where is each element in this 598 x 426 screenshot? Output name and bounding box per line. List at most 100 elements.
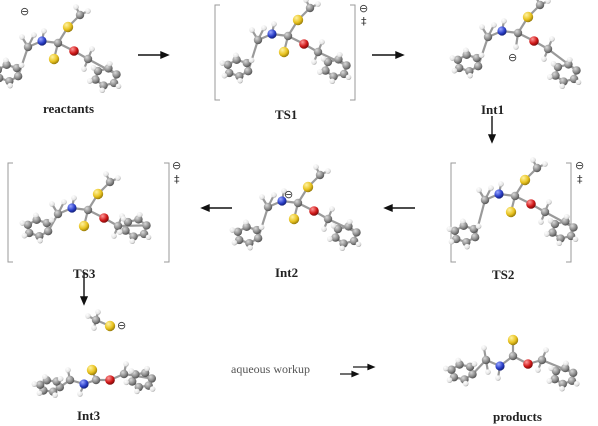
sulfur-atom xyxy=(278,46,290,58)
hydrogen-atom xyxy=(320,55,327,62)
bond xyxy=(544,211,575,229)
ts2-dagger-symbol: ‡ xyxy=(577,173,583,186)
label-ts1: TS1 xyxy=(275,107,298,122)
sulfur-atom xyxy=(288,213,300,225)
hydrogen-atom xyxy=(542,161,548,167)
carbon-atom xyxy=(0,73,4,83)
label-int3: Int3 xyxy=(77,408,101,423)
carbon-atom xyxy=(23,220,33,229)
hydrogen-atom xyxy=(259,194,265,200)
hydrogen-atom xyxy=(563,213,570,220)
hydrogen-atom xyxy=(31,381,38,387)
oxygen-atom xyxy=(309,206,319,216)
hydrogen-atom xyxy=(144,365,150,372)
hydrogen-atom xyxy=(319,39,325,45)
hydrogen-atom xyxy=(464,243,470,250)
carbon-atom xyxy=(550,374,559,384)
carbon-atom xyxy=(510,191,520,201)
arrow-workup-forward xyxy=(353,363,376,371)
sulfur-atom xyxy=(519,174,531,186)
carbon-atom xyxy=(142,221,151,230)
hydrogen-atom xyxy=(451,67,458,74)
bond xyxy=(317,51,347,67)
arrow-ts1-to-int1 xyxy=(372,50,405,60)
nitrogen-atom xyxy=(494,189,504,199)
hydrogen-atom xyxy=(81,66,87,72)
hydrogen-atom xyxy=(495,375,501,381)
hydrogen-atom xyxy=(481,345,487,351)
molecule-int2 xyxy=(229,164,362,252)
hydrogen-atom xyxy=(37,237,43,244)
hydrogen-atom xyxy=(559,385,565,392)
hydrogen-atom xyxy=(545,0,551,4)
hydrogen-atom xyxy=(449,55,456,61)
molecule-products xyxy=(442,334,580,392)
hydrogen-atom xyxy=(336,51,343,58)
label-aqueous-workup: aqueous workup xyxy=(231,362,310,376)
hydrogen-atom xyxy=(446,226,453,232)
hydrogen-atom xyxy=(471,361,478,367)
int1-charge-symbol: ⊖ xyxy=(508,51,518,64)
arrow-ts2-to-int2 xyxy=(383,203,415,213)
carbon-atom xyxy=(121,226,130,235)
nitrogen-atom xyxy=(79,379,89,389)
hydrogen-atom xyxy=(549,36,555,42)
molecule-int3 xyxy=(31,361,157,398)
molecule-ts1 xyxy=(219,0,352,85)
hydrogen-atom xyxy=(19,220,26,226)
hydrogen-atom xyxy=(442,365,449,372)
hydrogen-atom xyxy=(575,79,582,86)
hydrogen-atom xyxy=(149,386,156,392)
leaving-group-charge-symbol: ⊖ xyxy=(117,319,127,332)
arrow-workup-back xyxy=(340,370,360,378)
carbon-atom xyxy=(569,368,578,378)
hydrogen-atom xyxy=(543,231,550,237)
sulfur-atom xyxy=(292,14,304,26)
carbon-atom xyxy=(91,375,101,385)
label-int1: Int1 xyxy=(481,102,505,117)
hydrogen-atom xyxy=(115,83,122,90)
carbon-atom xyxy=(543,44,553,54)
partial-bond xyxy=(87,193,99,211)
hydrogen-atom xyxy=(556,240,563,247)
hydrogen-atom xyxy=(73,4,79,10)
hydrogen-atom xyxy=(116,229,123,235)
hydrogen-atom xyxy=(546,74,553,80)
hydrogen-atom xyxy=(313,164,319,170)
oxygen-atom xyxy=(105,375,115,385)
carbon-atom xyxy=(75,10,85,20)
carbon-atom xyxy=(0,66,3,74)
hydrogen-atom xyxy=(31,32,37,38)
carbon-atom xyxy=(508,351,518,361)
carbon-atom xyxy=(112,70,121,79)
carbon-atom xyxy=(305,3,315,13)
sulfur-atom xyxy=(78,220,90,232)
molecule-int1 xyxy=(449,0,582,90)
bond xyxy=(477,36,490,67)
bond xyxy=(87,58,118,76)
hydrogen-atom xyxy=(550,60,557,67)
hydrogen-atom xyxy=(548,365,555,372)
hydrogen-atom xyxy=(303,0,309,3)
carbon-atom xyxy=(253,234,263,243)
ts2-charge-symbol: ⊖ xyxy=(575,159,585,172)
carbon-atom xyxy=(105,177,115,187)
hydrogen-atom xyxy=(261,25,267,31)
hydrogen-atom xyxy=(3,57,9,64)
carbon-atom xyxy=(558,379,567,389)
nitrogen-atom xyxy=(67,203,77,213)
hydrogen-atom xyxy=(134,388,140,395)
hydrogen-atom xyxy=(541,56,547,62)
carbon-atom xyxy=(113,221,123,231)
arrow-int1-to-ts2 xyxy=(487,116,497,144)
hydrogen-atom xyxy=(467,72,473,79)
hydrogen-atom xyxy=(52,392,58,398)
ts1-dagger-symbol: ‡ xyxy=(361,15,367,28)
carbon-atom xyxy=(53,209,63,219)
label-ts3: TS3 xyxy=(73,266,96,281)
sulfur-atom xyxy=(302,181,314,193)
molecule-ts2 xyxy=(446,157,579,250)
hydrogen-atom xyxy=(123,361,129,367)
bond xyxy=(327,218,357,234)
hydrogen-atom xyxy=(573,380,580,387)
